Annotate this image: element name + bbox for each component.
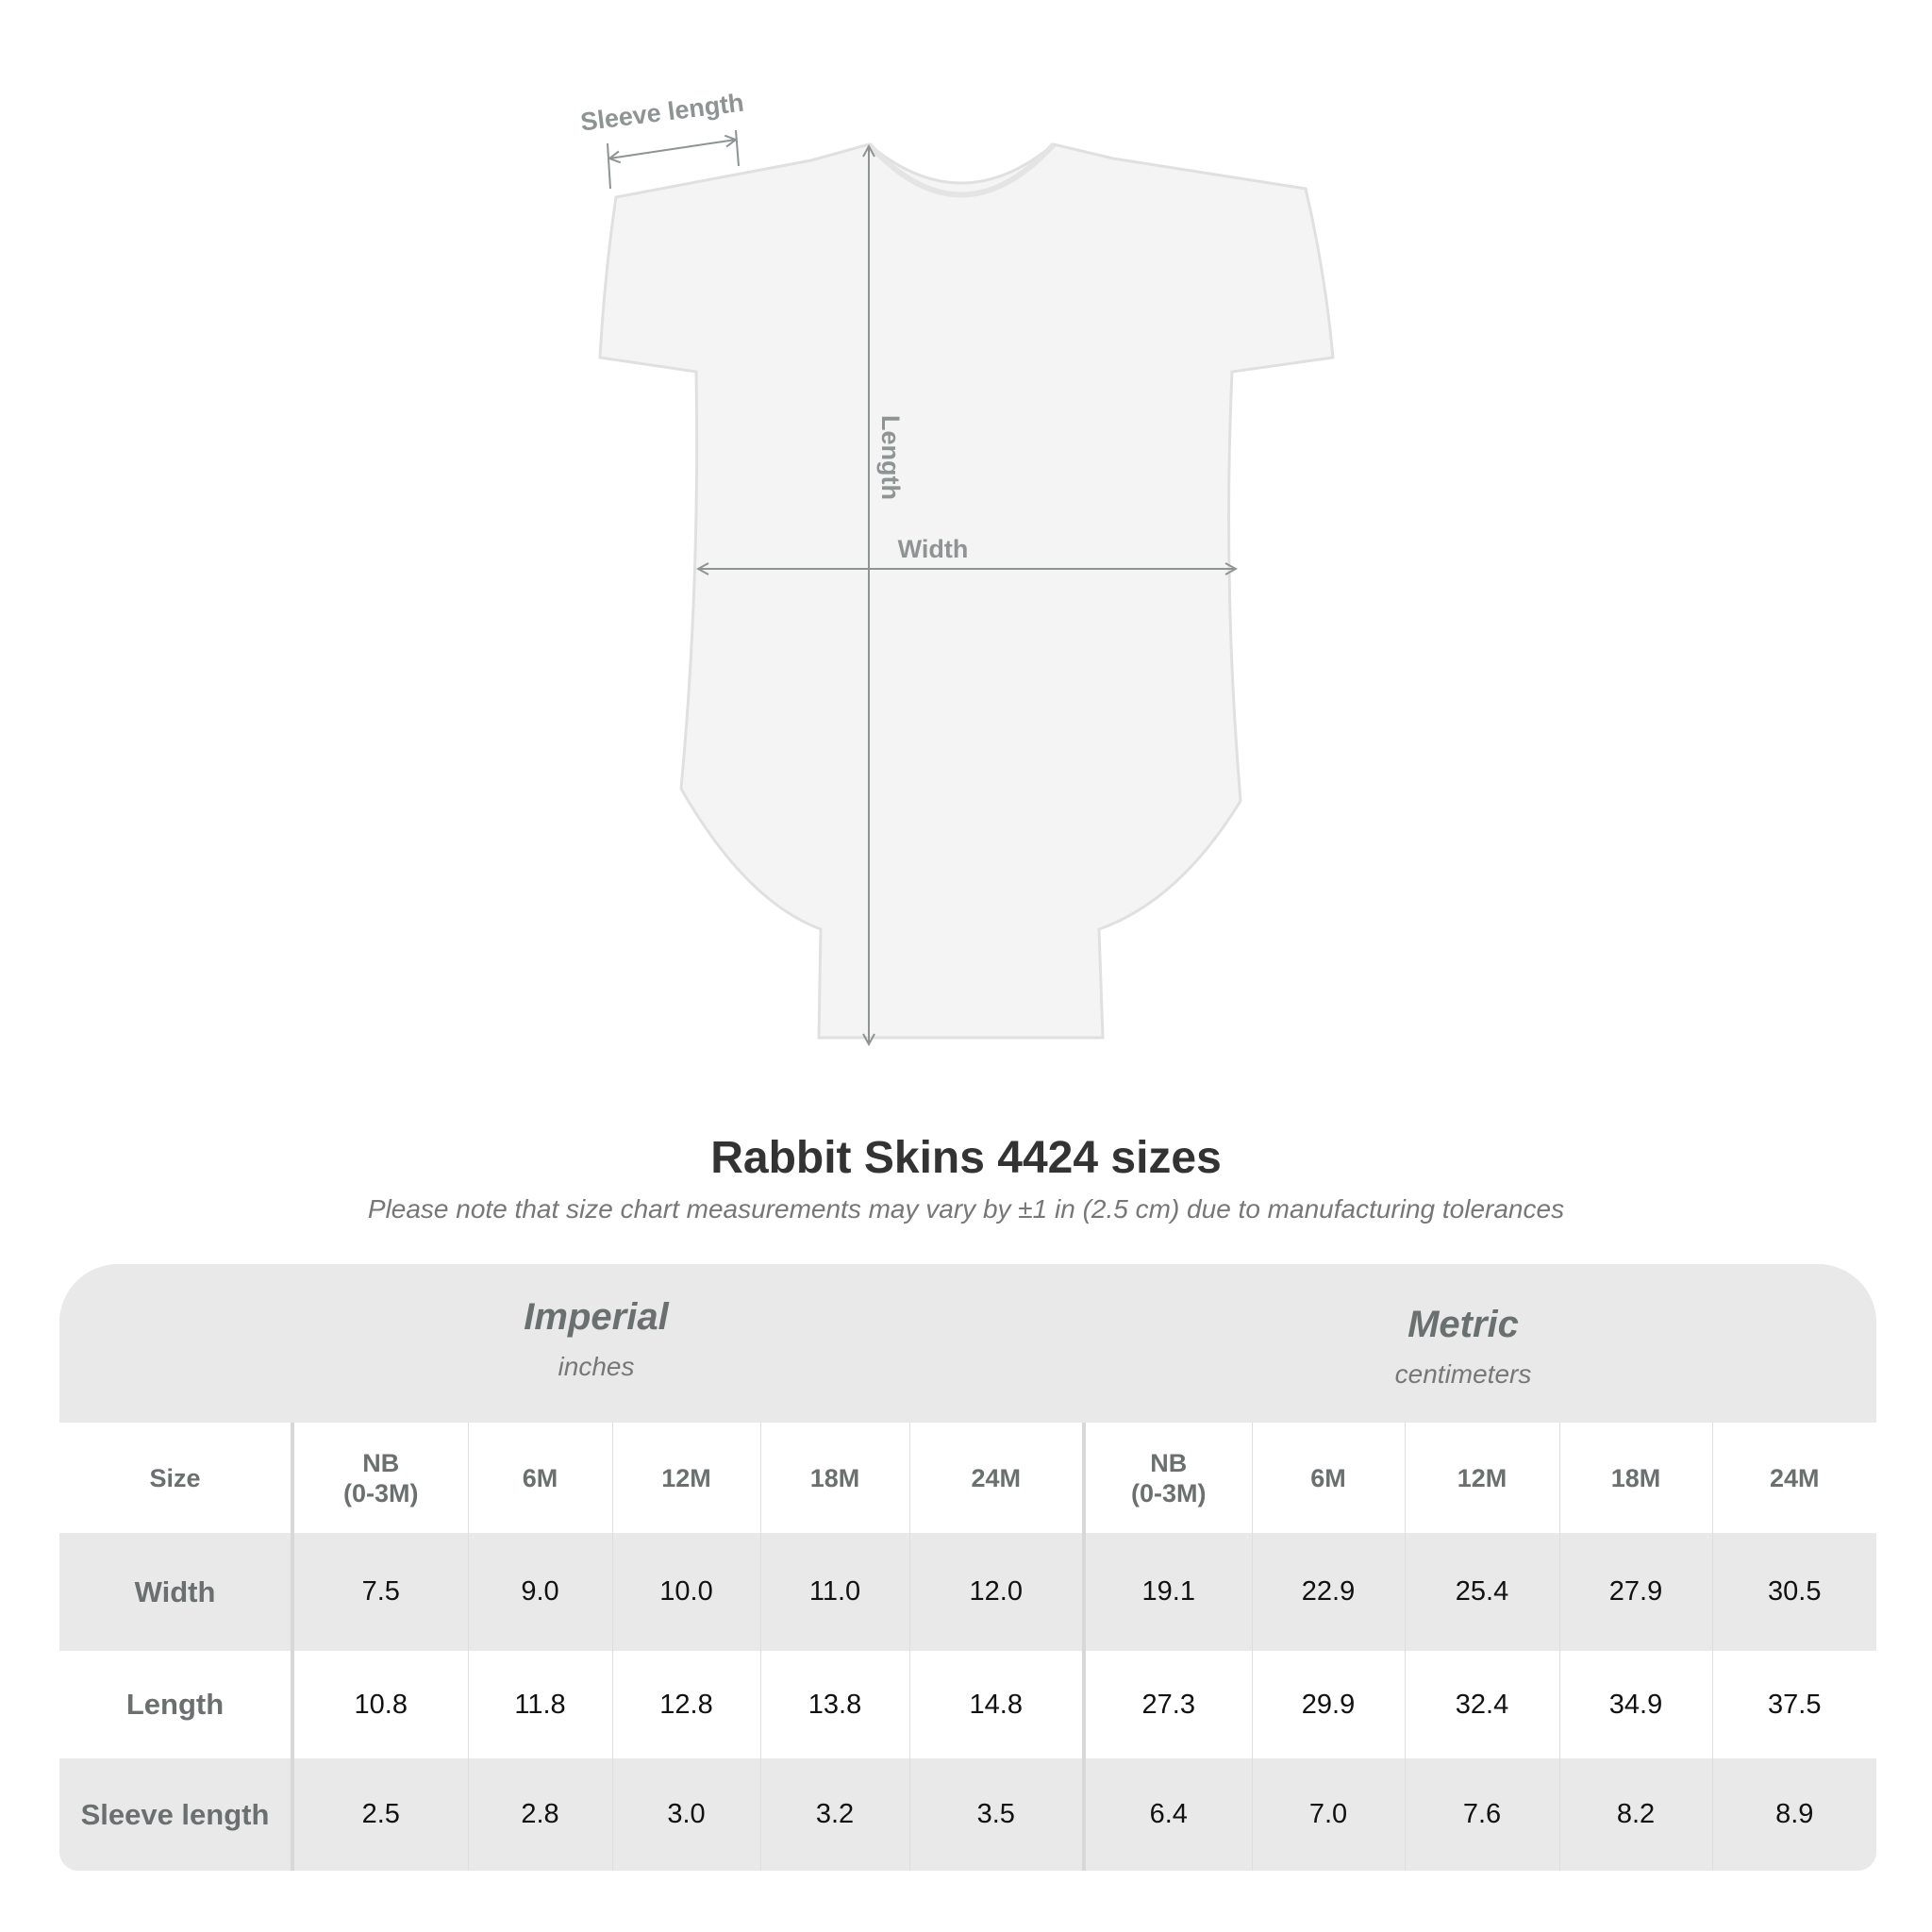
size-label: Size (149, 1463, 201, 1492)
value-cell: 27.3 (1082, 1651, 1252, 1758)
value-cell: 8.9 (1711, 1758, 1876, 1871)
value-cell: 6.4 (1082, 1758, 1252, 1871)
size-header-cell: NB (0-3M) (1082, 1423, 1252, 1533)
size-header-cell: 24M (1711, 1423, 1876, 1533)
size-line1: 18M (1610, 1463, 1661, 1492)
value-cell: 27.9 (1558, 1533, 1712, 1651)
size-line1: NB (1150, 1448, 1188, 1477)
size-header-cell: 24M (908, 1423, 1084, 1533)
value-cell: 3.5 (908, 1758, 1084, 1871)
size-line1: 12M (661, 1463, 711, 1492)
size-chart-table: Imperial inches Metric centimeters Size N… (59, 1264, 1876, 1871)
value-cell: 7.5 (291, 1533, 468, 1651)
group-unit: inches (558, 1352, 635, 1381)
collar (866, 142, 1057, 198)
sleeve-arrow (609, 140, 736, 158)
value-cell: 30.5 (1711, 1533, 1876, 1651)
value-cell: 12.8 (611, 1651, 760, 1758)
size-line1: 24M (971, 1463, 1022, 1492)
page-title: Rabbit Skins 4424 sizes (710, 1133, 1222, 1183)
value-cell: 37.5 (1711, 1651, 1876, 1758)
size-table: Size NB (0-3M) 6M 12M 18M 24M NB (0-3M) 6M 12M 18M 2… (59, 1423, 1876, 1871)
value-cell: 3.0 (611, 1758, 760, 1871)
row-label: Sleeve length (80, 1797, 270, 1831)
value-cell: 7.6 (1404, 1758, 1559, 1871)
size-line1: 24M (1769, 1463, 1820, 1492)
size-header-row: Size NB (0-3M) 6M 12M 18M 24M NB (0-3M) 6M 12M 18M 2… (59, 1423, 1876, 1533)
value-cell: 2.5 (291, 1758, 468, 1871)
size-header-cell: 12M (1404, 1423, 1559, 1533)
group-imperial: Imperial inches (313, 1296, 879, 1382)
value-cell: 19.1 (1082, 1533, 1252, 1651)
group-name: Metric (1407, 1304, 1519, 1345)
group-unit: centimeters (1394, 1359, 1532, 1389)
sleeve-length-label: Sleeve length (579, 89, 745, 137)
onesie-garment (598, 142, 1335, 1040)
value-cell: 11.8 (467, 1651, 612, 1758)
size-line2: (0-3M) (343, 1478, 419, 1507)
value-cell: 25.4 (1404, 1533, 1559, 1651)
sleeve-tick-left (607, 142, 611, 190)
value-cell: 34.9 (1558, 1651, 1712, 1758)
sleeve-tick-right (735, 129, 740, 167)
size-header-cell: 6M (1251, 1423, 1405, 1533)
value-cell: 10.0 (611, 1533, 760, 1651)
value-cell: 8.2 (1558, 1758, 1712, 1871)
onesie-diagram: Sleeve length Length Width (579, 89, 1335, 1094)
value-cell: 11.0 (759, 1533, 909, 1651)
group-name: Imperial (524, 1296, 669, 1338)
size-header-cell: 18M (1558, 1423, 1712, 1533)
value-cell: 29.9 (1251, 1651, 1405, 1758)
size-line1: 6M (522, 1463, 558, 1492)
value-cell: 2.8 (467, 1758, 612, 1871)
size-line1: 18M (809, 1463, 860, 1492)
value-cell: 9.0 (467, 1533, 612, 1651)
value-cell: 10.8 (291, 1651, 468, 1758)
size-line1: 12M (1457, 1463, 1507, 1492)
value-cell: 32.4 (1404, 1651, 1559, 1758)
unit-header: Imperial inches Metric centimeters (59, 1264, 1876, 1423)
table-row: Length 10.8 11.8 12.8 13.8 14.8 27.3 29.9 32.4 34… (59, 1651, 1876, 1758)
row-label: Width (134, 1574, 216, 1608)
value-cell: 13.8 (759, 1651, 909, 1758)
size-line1: 6M (1310, 1463, 1346, 1492)
size-header-cell: 12M (611, 1423, 760, 1533)
group-metric: Metric centimeters (1180, 1304, 1746, 1390)
table-row: Sleeve length 2.5 2.8 3.0 3.2 3.5 6.4 7.0 7.6 8.2… (59, 1758, 1876, 1871)
value-cell: 3.2 (759, 1758, 909, 1871)
tolerance-note: Please note that size chart measurements… (367, 1194, 1565, 1224)
value-cell: 14.8 (908, 1651, 1084, 1758)
value-cell: 22.9 (1251, 1533, 1405, 1651)
table-row: Width 7.5 9.0 10.0 11.0 12.0 19.1 22.9 25.4 27.9 3… (59, 1533, 1876, 1651)
size-header-cell: 18M (759, 1423, 909, 1533)
size-header-cell: NB (0-3M) (291, 1423, 468, 1533)
length-label: Length (876, 415, 905, 500)
size-line1: NB (362, 1448, 400, 1477)
value-cell: 7.0 (1251, 1758, 1405, 1871)
size-line2: (0-3M) (1131, 1478, 1207, 1507)
width-label: Width (898, 535, 969, 563)
value-cell: 12.0 (908, 1533, 1084, 1651)
row-label: Length (125, 1688, 225, 1721)
size-header-cell: 6M (467, 1423, 612, 1533)
